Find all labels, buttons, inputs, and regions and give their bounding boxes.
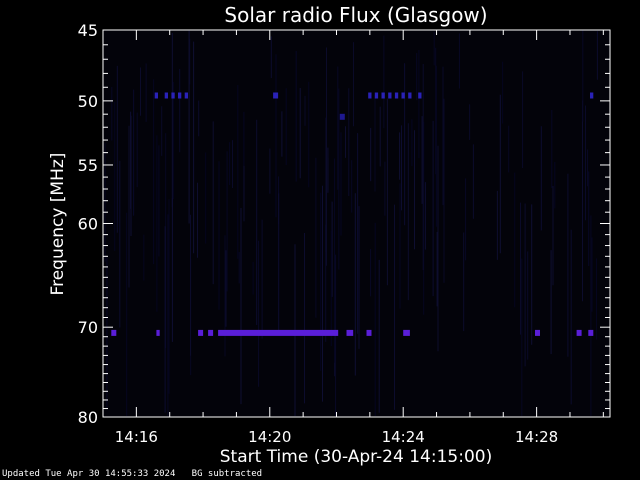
emission-bands <box>111 92 594 336</box>
bg-subtracted-note: BG subtracted <box>191 469 263 479</box>
band-segment <box>198 329 204 336</box>
band-segment <box>154 92 158 99</box>
band-segment <box>535 329 540 336</box>
band-segment <box>346 329 354 336</box>
x-tick-label: 14:24 <box>382 428 425 446</box>
x-tick-label: 14:28 <box>515 428 558 446</box>
updated-timestamp: Updated Tue Apr 30 14:55:33 2024 <box>2 469 176 479</box>
band-segment <box>368 92 372 99</box>
band-segment <box>111 329 117 336</box>
y-tick-label: 50 <box>78 92 98 111</box>
band-segment <box>171 92 175 99</box>
band-segment <box>403 329 410 336</box>
band-segment <box>394 92 399 99</box>
band-segment <box>388 92 392 99</box>
band-segment <box>401 92 405 99</box>
y-tick-label: 60 <box>78 215 98 234</box>
y-tick-label: 55 <box>78 156 98 175</box>
plot-area <box>103 30 610 417</box>
band-segment <box>208 329 214 336</box>
band-segment <box>381 92 385 99</box>
band-segment <box>178 92 182 99</box>
band-segment <box>418 92 422 99</box>
band-segment <box>184 92 188 99</box>
band-segment <box>590 92 594 99</box>
y-axis-label: Frequency [MHz] <box>48 153 68 296</box>
x-axis-ticks: 14:16 14:20 14:24 14:28 <box>102 30 604 446</box>
band-segment <box>273 92 279 99</box>
plot-field <box>103 30 610 417</box>
band-segment <box>374 92 379 99</box>
x-tick-label: 14:16 <box>115 428 158 446</box>
band-segment <box>156 329 160 336</box>
y-tick-label: 45 <box>78 21 98 40</box>
y-tick-label: 70 <box>78 318 98 337</box>
x-axis-label: Start Time (30-Apr-24 14:15:00) <box>220 447 492 467</box>
band-segment <box>164 92 168 99</box>
band-segment <box>576 329 582 336</box>
band-segment <box>366 329 372 336</box>
y-axis-ticks: 45 50 55 60 70 80 <box>78 21 610 427</box>
band-segment <box>408 92 412 99</box>
x-tick-label: 14:20 <box>248 428 291 446</box>
band-segment <box>588 329 594 336</box>
footer: Updated Tue Apr 30 14:55:33 2024 BG subt… <box>2 469 262 480</box>
band-segment <box>339 113 345 120</box>
y-tick-label: 80 <box>78 408 98 427</box>
chart-title: Solar radio Flux (Glasgow) <box>224 3 487 27</box>
band-segment <box>218 329 339 336</box>
noise-texture <box>104 30 598 416</box>
